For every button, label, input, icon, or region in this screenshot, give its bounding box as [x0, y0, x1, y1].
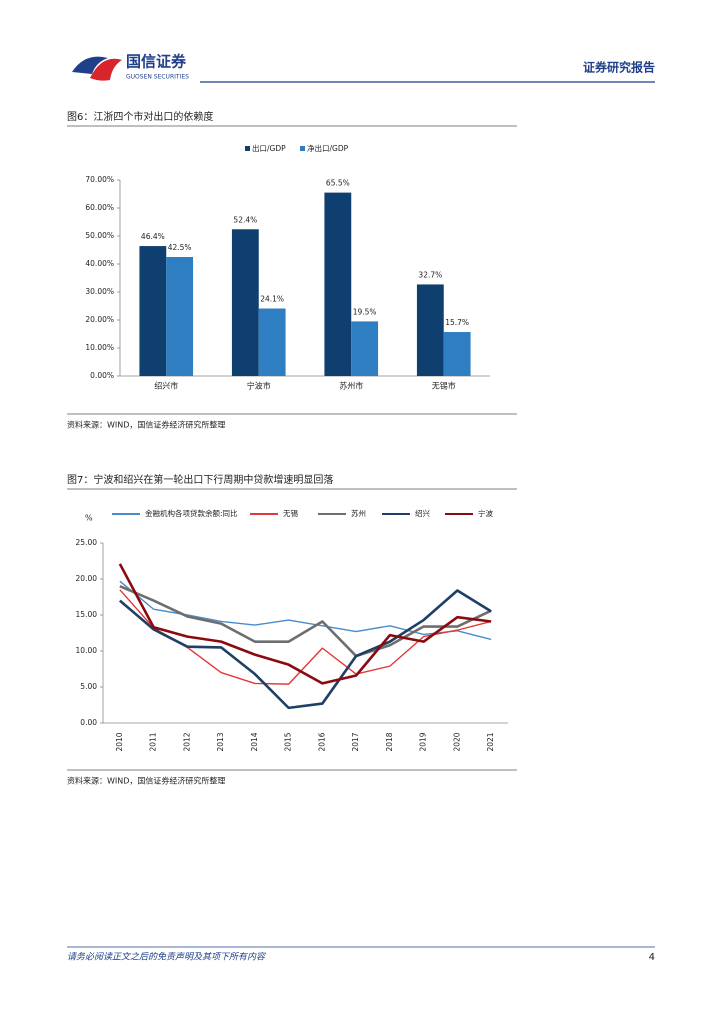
logo-subtext: GUOSEN SECURITIES — [126, 74, 189, 81]
legend-label: 出口/GDP — [252, 143, 286, 153]
legend-label: 金融机构各项贷款余额:同比 — [145, 508, 238, 518]
bar — [166, 257, 194, 376]
bar — [231, 229, 259, 376]
source: 资料来源：WIND，国信证券经济研究所整理 — [67, 420, 225, 430]
x-tick-label: 无锡市 — [432, 381, 456, 391]
y-tick-label: 40.00% — [85, 259, 114, 268]
line — [119, 585, 492, 658]
x-tick-label: 2021 — [486, 732, 495, 751]
x-tick-label: 2014 — [250, 732, 259, 751]
x-tick-label: 2017 — [351, 732, 360, 751]
legend-label: 无锡 — [283, 509, 298, 518]
y-tick-label: 20.00 — [76, 574, 98, 583]
value-label: 42.5% — [168, 243, 192, 252]
legend-label: 净出口/GDP — [307, 143, 349, 153]
value-label: 24.1% — [260, 295, 284, 304]
value-label: 65.5% — [326, 179, 350, 188]
x-tick-label: 宁波市 — [247, 381, 271, 391]
y-tick-label: 10.00% — [85, 343, 114, 352]
y-tick-label: 20.00% — [85, 315, 114, 324]
line — [119, 589, 492, 685]
legend-swatch — [300, 146, 305, 151]
y-tick-label: 15.00 — [76, 610, 98, 619]
bar — [351, 321, 379, 376]
legend-label: 宁波 — [478, 508, 493, 518]
x-tick-label: 2010 — [115, 732, 124, 751]
y-tick-label: 25.00 — [76, 538, 98, 547]
x-tick-label: 苏州市 — [339, 381, 363, 391]
line — [118, 563, 492, 685]
y-tick-label: 0.00 — [80, 718, 97, 727]
x-tick-label: 2012 — [182, 732, 191, 751]
x-tick-label: 2013 — [216, 732, 225, 751]
bar — [324, 192, 352, 376]
y-tick-label: 10.00 — [76, 646, 98, 655]
source: 资料来源：WIND，国信证券经济研究所整理 — [67, 776, 225, 786]
logo-mark — [90, 58, 122, 81]
bar — [416, 284, 444, 376]
legend-label: 绍兴 — [415, 508, 430, 518]
legend-label: 苏州 — [351, 508, 366, 518]
figure-title: 图6：江浙四个市对出口的依赖度 — [67, 110, 213, 123]
disclaimer: 请务必阅读正文之后的免责声明及其项下所有内容 — [67, 952, 266, 963]
bar — [258, 308, 286, 376]
x-tick-label: 2018 — [385, 732, 394, 751]
value-label: 19.5% — [353, 307, 377, 316]
value-label: 46.4% — [141, 232, 165, 241]
x-tick-label: 2015 — [284, 732, 293, 751]
page-number: 4 — [649, 952, 655, 963]
bar — [139, 246, 167, 376]
logo-text: 国信证券 — [126, 53, 187, 71]
y-tick-label: 50.00% — [85, 231, 114, 240]
figure-title: 图7：宁波和绍兴在第一轮出口下行周期中贷款增速明显回落 — [67, 473, 333, 486]
y-tick-label: 60.00% — [85, 203, 114, 212]
value-label: 52.4% — [233, 215, 257, 224]
x-tick-label: 2020 — [452, 732, 461, 751]
y-tick-label: 5.00 — [80, 682, 97, 691]
x-tick-label: 绍兴市 — [154, 381, 178, 391]
x-tick-label: 2016 — [317, 732, 326, 751]
value-label: 32.7% — [418, 270, 442, 279]
line — [119, 589, 492, 710]
logo-mark — [72, 56, 108, 74]
report-label: 证券研究报告 — [583, 60, 655, 75]
y-axis-label: % — [85, 514, 93, 523]
x-tick-label: 2011 — [149, 732, 158, 751]
y-tick-label: 0.00% — [90, 371, 114, 380]
y-tick-label: 30.00% — [85, 287, 114, 296]
value-label: 15.7% — [445, 318, 469, 327]
y-tick-label: 70.00% — [85, 175, 114, 184]
x-tick-label: 2019 — [419, 732, 428, 751]
legend-swatch — [245, 146, 250, 151]
bar — [443, 332, 471, 376]
